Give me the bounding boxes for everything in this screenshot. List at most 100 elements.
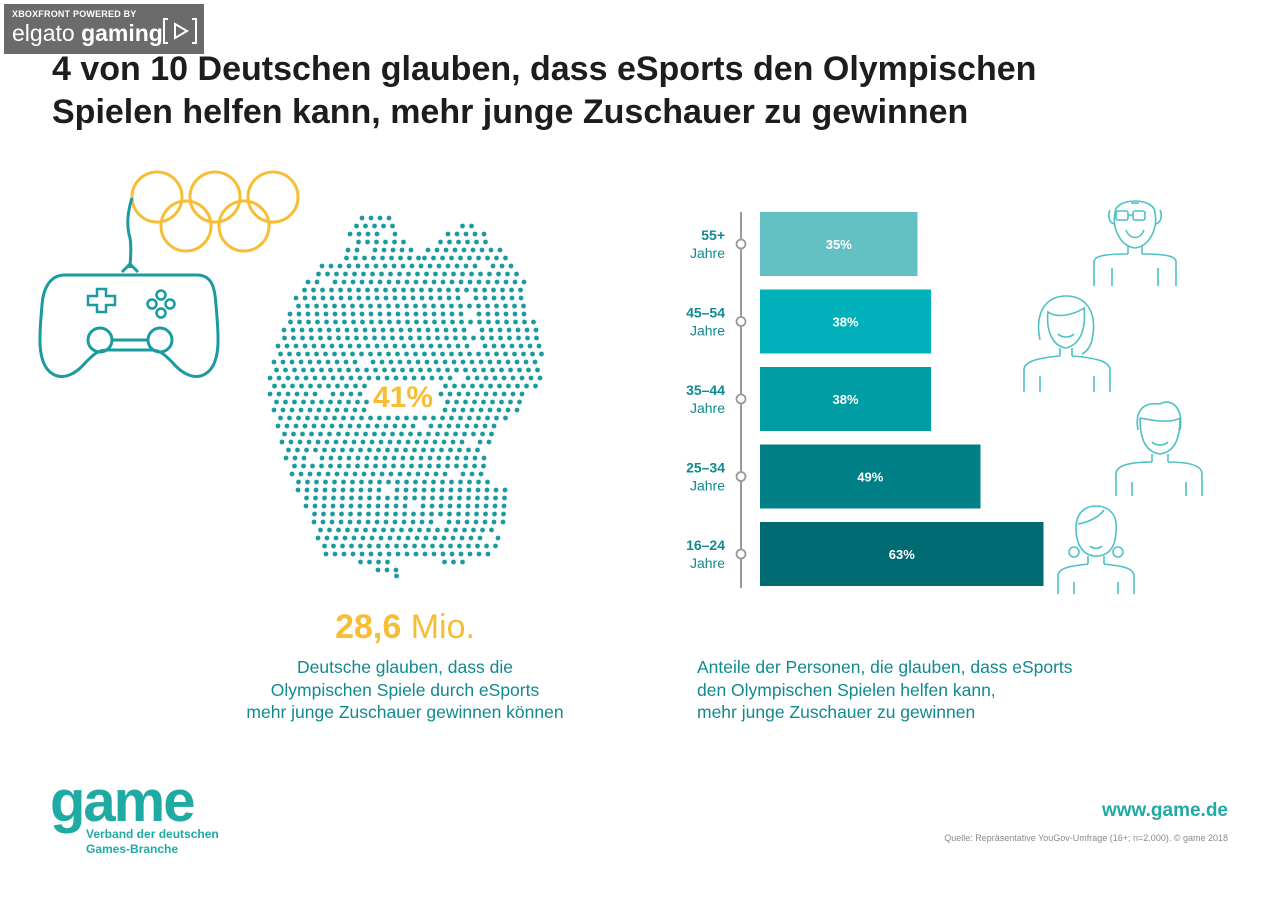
map-dot	[493, 543, 498, 549]
map-dot	[420, 375, 426, 381]
map-dot	[424, 359, 430, 365]
map-dot	[345, 527, 350, 533]
map-dot	[301, 463, 306, 469]
map-dot	[303, 375, 309, 381]
map-dot	[423, 535, 429, 541]
map-dot	[469, 359, 475, 365]
map-dot	[368, 551, 374, 557]
map-dot	[422, 311, 428, 317]
map-dot	[466, 495, 471, 501]
map-dot	[454, 367, 459, 373]
map-dot	[323, 351, 328, 357]
map-dot	[289, 407, 295, 413]
map-dot	[432, 439, 438, 445]
map-dot	[475, 543, 480, 549]
map-dot	[388, 359, 394, 365]
map-dot	[320, 423, 326, 429]
map-dot	[437, 343, 443, 349]
map-dot	[455, 343, 461, 349]
map-dot	[366, 503, 372, 509]
map-dot	[343, 471, 349, 477]
map-dot	[394, 487, 400, 493]
map-dot	[347, 343, 353, 349]
map-dot	[337, 263, 343, 269]
map-dot	[447, 391, 453, 397]
map-dot	[455, 423, 461, 429]
map-dot	[425, 327, 431, 333]
map-dot	[346, 455, 352, 461]
map-dot	[458, 351, 463, 357]
map-dot	[483, 503, 489, 509]
map-dot	[399, 335, 404, 341]
map-dot	[473, 287, 478, 293]
map-dot	[383, 287, 388, 293]
map-dot	[476, 303, 481, 309]
map-dot	[449, 551, 455, 557]
map-dot	[287, 351, 292, 357]
map-dot	[456, 503, 462, 509]
map-dot	[305, 303, 310, 309]
map-dot	[372, 335, 377, 341]
map-dot	[466, 447, 471, 453]
map-dot	[487, 359, 493, 365]
map-dot	[365, 231, 371, 237]
map-dot	[429, 375, 435, 381]
map-dot	[272, 383, 277, 389]
map-dot	[395, 551, 401, 557]
map-dot	[292, 463, 297, 469]
map-dot	[351, 439, 357, 445]
map-dot	[481, 367, 486, 373]
map-dot	[503, 279, 509, 285]
axis-marker	[735, 316, 747, 327]
map-dot	[450, 535, 456, 541]
map-dot	[288, 319, 293, 325]
map-dot	[448, 447, 453, 453]
big-number: 28,6 Mio.	[335, 608, 475, 646]
map-dot	[398, 255, 403, 261]
play-icon	[163, 18, 197, 44]
map-dot	[345, 247, 351, 253]
map-dot	[410, 423, 416, 429]
map-dot	[477, 439, 483, 445]
map-dot	[479, 247, 485, 253]
map-dot	[377, 551, 383, 557]
map-dot	[408, 527, 413, 533]
bar-value-label: 38%	[832, 392, 858, 407]
map-dot	[399, 527, 404, 533]
map-dot	[341, 479, 346, 485]
map-dot	[338, 423, 344, 429]
map-dot	[332, 551, 338, 557]
map-dot	[530, 351, 535, 357]
map-dot	[476, 415, 481, 421]
map-dot	[431, 415, 436, 421]
map-dot	[482, 343, 488, 349]
map-dot	[325, 271, 330, 277]
map-dot	[482, 287, 487, 293]
map-dot	[437, 423, 443, 429]
map-dot	[337, 399, 342, 405]
map-dot	[387, 439, 393, 445]
map-dot	[345, 335, 350, 341]
map-dot	[457, 543, 462, 549]
map-dot	[301, 399, 306, 405]
map-dot	[518, 343, 524, 349]
map-dot	[512, 303, 517, 309]
map-dot	[367, 543, 372, 549]
map-dot	[501, 375, 507, 381]
map-dot	[497, 383, 502, 389]
map-dot	[395, 415, 400, 421]
map-dot	[280, 407, 286, 413]
map-dot	[364, 455, 370, 461]
map-dot	[400, 463, 405, 469]
map-dot	[334, 271, 339, 277]
map-dot	[433, 359, 439, 365]
map-dot	[469, 223, 474, 229]
map-dot	[394, 573, 399, 579]
map-dot	[306, 439, 312, 445]
map-dot	[465, 239, 470, 245]
website-link[interactable]: www.game.de	[1102, 800, 1228, 821]
map-dot	[327, 335, 332, 341]
map-dot	[356, 423, 362, 429]
map-dot	[353, 383, 358, 389]
map-dot	[438, 391, 444, 397]
